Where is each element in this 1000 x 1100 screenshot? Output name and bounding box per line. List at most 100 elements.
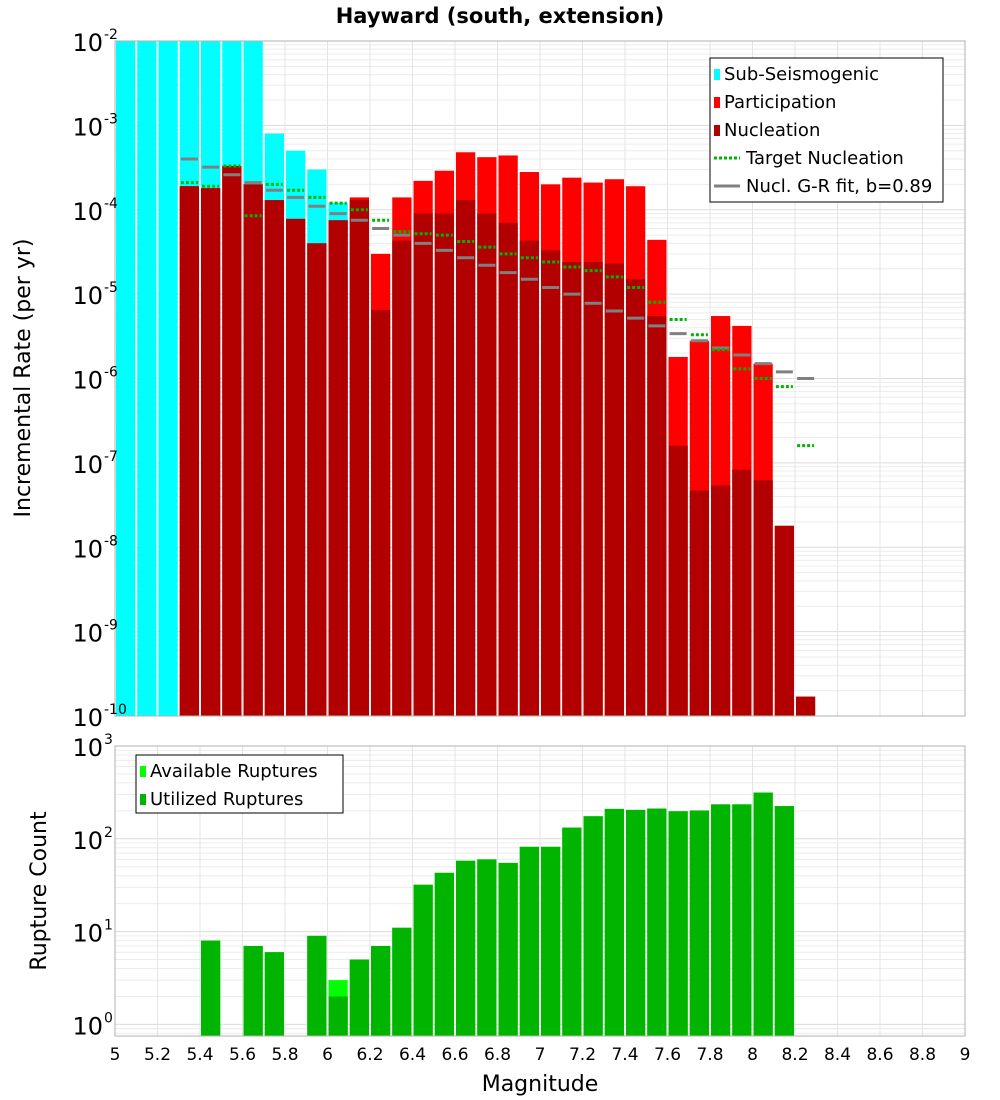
rate-plot-bar-nucleation [286, 218, 306, 716]
count-plot-bar-utilized-ruptures [307, 935, 327, 1036]
count-plot-y-tick-label: 10 [72, 734, 103, 762]
count-plot-legend-swatch-available-ruptures [140, 766, 146, 777]
rate-plot-bar-sub-seismogenic [137, 41, 157, 716]
rate-plot-frame [114, 40, 966, 717]
count-plot-bar-utilized-ruptures [264, 952, 284, 1036]
rate-plot-y-tick-exponent: -10 [104, 702, 127, 718]
rate-plot-y-ticks: 10-210-310-410-510-610-710-810-910-10 [72, 27, 126, 732]
count-plot-x-tick-label: 5.6 [229, 1045, 256, 1065]
count-plot-x-tick-label: 6.2 [356, 1045, 383, 1065]
count-plot-y-tick-exponent: 1 [104, 918, 113, 934]
count-plot-bar-utilized-ruptures [243, 945, 263, 1036]
rate-plot-legend: Sub-Seismogenic Participation Nucleation Ta… [709, 57, 944, 203]
rate-plot-bar-sub-seismogenic [158, 41, 178, 716]
count-plot-x-tick-label: 6.6 [441, 1045, 468, 1065]
count-plot-x-tick-label: 8.6 [866, 1045, 893, 1065]
count-plot-legend-label-available-ruptures: Available Ruptures [150, 761, 318, 782]
count-plot-y-tick-label: 10 [72, 1012, 103, 1040]
count-plot-x-tick-label: 9 [960, 1045, 971, 1065]
count-plot-bar-utilized-ruptures [413, 884, 433, 1036]
rate-plot-y-tick-exponent: -7 [104, 449, 118, 465]
count-plot-x-tick-label: 7.2 [569, 1045, 596, 1065]
count-plot-bar-utilized-ruptures [732, 804, 752, 1036]
count-plot-bar-utilized-ruptures [201, 940, 221, 1036]
count-plot-legend-label-utilized-ruptures: Utilized Ruptures [150, 789, 303, 810]
count-plot-x-tick-label: 8.4 [824, 1045, 851, 1065]
rate-plot-y-tick-exponent: -4 [104, 196, 118, 212]
count-plot-y-tick-label: 10 [72, 827, 103, 855]
rate-plot-bar-nucleation [604, 263, 624, 716]
count-plot-bar-utilized-ruptures [498, 862, 518, 1036]
count-plot-x-tick-label: 8.2 [781, 1045, 808, 1065]
count-plot-x-ticks: 5 5.2 5.4 5.6 5.8 6 6.2 6.4 6.6 6.8 7 7.2 7.4 7.6 7.8 8… [110, 1045, 971, 1065]
count-plot-y-tick-exponent: 2 [104, 825, 113, 841]
count-plot-bar-utilized-ruptures [371, 945, 391, 1036]
rate-plot-bar-nucleation [796, 696, 816, 716]
rate-plot-legend-label-participation: Participation [724, 92, 836, 113]
rate-plot-bar-nucleation [307, 243, 327, 717]
rate-plot-bar-nucleation [201, 188, 221, 717]
count-plot-bar-utilized-ruptures [562, 827, 582, 1036]
count-plot-x-tick-label: 7.4 [611, 1045, 638, 1065]
count-plot-x-tick-label: 5 [110, 1045, 121, 1065]
rate-plot-bar-nucleation [413, 213, 433, 717]
rate-plot-legend-label-nucleation: Nucleation [724, 120, 820, 141]
rate-plot-y-tick-label: 10 [72, 282, 103, 310]
count-plot-x-label: Magnitude [482, 1072, 599, 1097]
count-plot-bar-utilized-ruptures [647, 808, 667, 1036]
chart-title: Hayward (south, extension) [336, 4, 665, 28]
rate-plot-bar-nucleation [264, 200, 284, 716]
count-plot-x-tick-label: 7.6 [654, 1045, 681, 1065]
count-plot-bar-utilized-ruptures [626, 809, 646, 1036]
count-plot-bar-utilized-ruptures [753, 792, 773, 1036]
rate-plot-bar-nucleation [774, 525, 794, 716]
count-plot-x-tick-label: 5.4 [186, 1045, 213, 1065]
rate-plot-bar-nucleation [583, 262, 603, 716]
rate-plot-bar-nucleation [477, 213, 497, 717]
rate-plot-lines [180, 157, 815, 448]
count-plot-bar-utilized-ruptures [477, 859, 497, 1036]
rate-plot-bar-nucleation [711, 485, 731, 716]
count-plot-bar-utilized-ruptures [328, 996, 348, 1036]
rate-plot-y-tick-exponent: -9 [104, 618, 118, 634]
count-plot-bar-utilized-ruptures [774, 806, 794, 1036]
count-plot-y-tick-label: 10 [72, 920, 103, 948]
rate-plot-bar-nucleation [498, 222, 518, 716]
rate-plot-bar-nucleation [328, 220, 348, 717]
count-plot-bar-utilized-ruptures [434, 872, 454, 1036]
rate-plot-y-tick-exponent: -2 [104, 27, 118, 43]
rate-plot-bar-nucleation [647, 316, 667, 716]
count-plot-legend-swatch-utilized-ruptures [140, 794, 146, 805]
count-plot-bar-utilized-ruptures [711, 804, 731, 1036]
rate-plot-y-tick-exponent: -8 [104, 533, 118, 549]
rate-plot-legend-label-sub-seismogenic: Sub-Seismogenic [724, 64, 879, 85]
rate-plot-bar-nucleation [519, 240, 539, 717]
rate-plot-y-tick-label: 10 [72, 451, 103, 479]
rate-plot-bar-nucleation [434, 213, 454, 717]
rate-plot-y-tick-label: 10 [72, 367, 103, 395]
count-plot-bar-utilized-ruptures [392, 927, 412, 1036]
rate-plot-bar-nucleation [732, 469, 752, 716]
count-plot-bar-utilized-ruptures [456, 860, 476, 1036]
count-plot-y-tick-exponent: 3 [104, 732, 113, 748]
rate-plot-bar-nucleation [753, 480, 773, 716]
rate-plot-y-tick-label: 10 [72, 704, 103, 732]
rate-plot-legend-swatch-sub-seismogenic [714, 69, 720, 80]
count-plot-bar-utilized-ruptures [668, 811, 688, 1036]
count-plot-x-tick-label: 5.8 [271, 1045, 298, 1065]
rate-plot-legend-swatch-nucleation [714, 125, 720, 136]
count-plot-x-tick-label: 6 [322, 1045, 333, 1065]
count-plot-y-label: Rupture Count [27, 811, 52, 971]
rate-plot-bars [116, 41, 816, 717]
count-plot-bar-utilized-ruptures [583, 816, 603, 1036]
rate-plot-y-tick-exponent: -3 [104, 111, 118, 127]
rate-plot-bar-nucleation [541, 250, 561, 717]
rate-plot: 10-210-310-410-510-610-710-810-910-10 In… [11, 27, 966, 732]
rate-plot-legend-swatch-participation [714, 97, 720, 108]
rate-plot-bar-nucleation [562, 262, 582, 716]
count-plot-x-tick-label: 8.8 [909, 1045, 936, 1065]
rate-plot-bar-sub-seismogenic [116, 41, 136, 716]
